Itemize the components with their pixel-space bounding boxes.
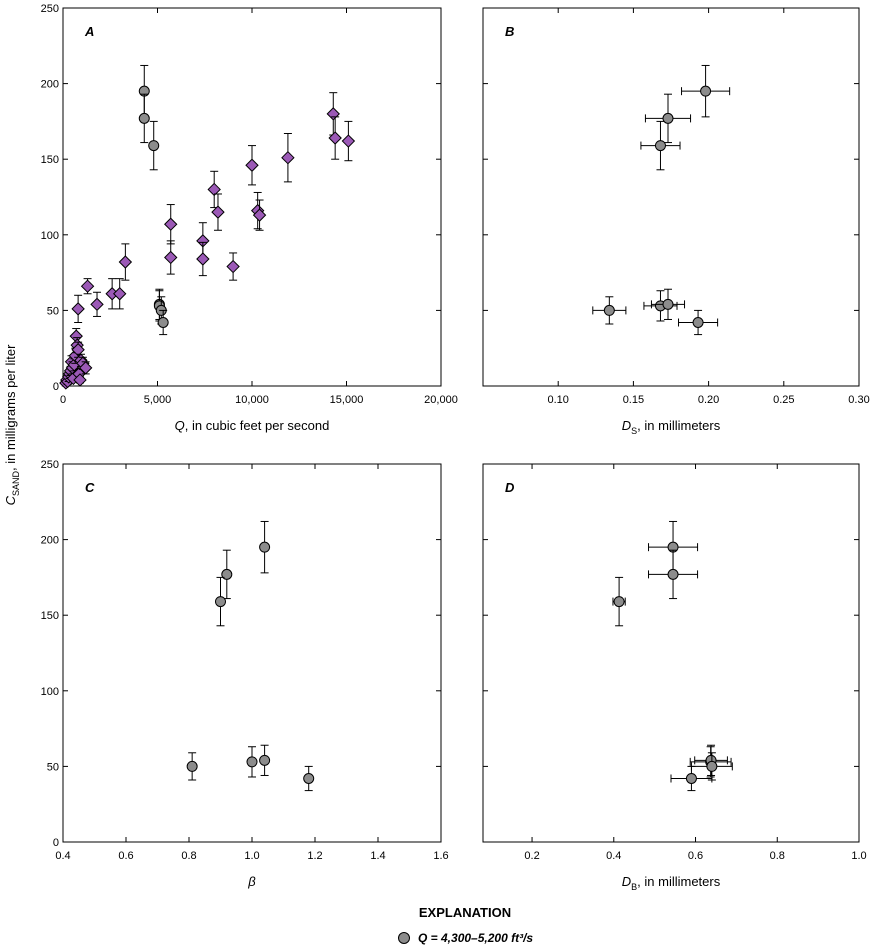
x-tick-label: 1.0 [851,850,866,862]
x-axis-label: DB, in millimeters [622,874,721,892]
plot-frame [482,7,860,387]
x-tick-label: 0.6 [688,850,703,862]
data-point-circle [613,596,625,608]
x-axis-label: β [247,874,256,889]
x-tick-label: 1.4 [370,850,385,862]
panel-D: 0.2 0.4 0.6 0.8 1.0 D DB, in millimeters [482,463,867,892]
data-point-circle [706,760,718,772]
x-tick-label: 5,000 [144,394,172,406]
x-tick-label: 10,000 [235,394,269,406]
data-point-circle [662,112,674,124]
data-point-circle [692,316,704,328]
x-tick-label: 1.6 [433,850,448,862]
x-tick-label: 0.20 [698,394,719,406]
x-tick-label: 0.8 [770,850,785,862]
x-tick-label: 1.2 [307,850,322,862]
data-point-diamond [252,208,267,222]
data-point-circle [603,304,615,316]
data-point-circle [685,772,697,784]
data-point-diamond [118,255,133,269]
data-point-circle [662,298,674,310]
panel-C: 0.4 0.6 0.8 1.0 1.2 1.4 1.6 0 50 100 150 200 250 Cβ [41,459,449,889]
data-point-circle [215,596,226,608]
data-point-diamond [196,252,210,266]
panel-A: 0 5,000 10,000 15,000 20,000 0 50 100 150 200 250 A… [41,3,458,433]
y-tick-label: 200 [41,79,59,91]
data-point-circle [157,316,169,328]
x-tick-label: 0.25 [773,394,794,406]
panel-B: 0.10 0.15 0.20 0.25 0.30 B DS, in millimeters [482,7,870,436]
data-point-diamond [328,131,342,145]
explanation-title: EXPLANATION [418,905,512,920]
x-axis-label: DS, in millimeters [622,418,721,436]
y-tick-label: 100 [41,230,59,242]
x-tick-label: 0.10 [547,394,568,406]
data-point-diamond [71,302,85,316]
x-tick-label: 15,000 [330,394,364,406]
y-tick-label: 200 [41,535,59,547]
data-point-circle [246,756,258,768]
y-tick-label: 0 [53,381,59,393]
data-point-circle [259,541,271,553]
legend-entry: Q = 4,300–5,200 ft³/s [398,931,533,945]
y-tick-label: 50 [47,761,59,773]
y-axis-label: CSAND, in milligrams per liter [3,344,21,505]
plot-frame [482,463,860,843]
data-point-diamond [90,297,104,312]
x-tick-label: 0.4 [606,850,621,862]
y-tick-label: 250 [41,459,59,471]
x-tick-label: 0.6 [118,850,133,862]
data-point-circle [138,112,150,124]
data-point-diamond [207,182,221,197]
data-point-circle [259,754,271,766]
x-tick-label: 0.8 [181,850,196,862]
data-point-diamond [326,107,340,121]
panel-label: A [84,24,94,39]
x-tick-label: 0.15 [623,394,644,406]
data-point-diamond [78,361,93,375]
y-tick-label: 150 [41,610,59,622]
data-point-diamond [80,279,95,293]
data-point-diamond [164,217,178,231]
plot-frame [62,463,442,843]
data-point-circle [667,568,679,580]
plot-frame [62,7,442,387]
data-point-diamond [226,259,240,274]
y-tick-label: 100 [41,686,59,698]
data-point-diamond [71,343,85,357]
x-axis-label: Q, in cubic feet per second [175,418,330,433]
data-point-circle [221,568,233,580]
y-tick-label: 50 [47,305,59,317]
y-tick-label: 250 [41,3,59,15]
y-tick-label: 0 [53,837,59,849]
data-point-diamond [211,205,225,219]
data-point-diamond [164,250,178,265]
data-point-circle [186,760,198,772]
legend-label: Q = 4,300–5,200 ft³/s [418,931,534,945]
data-point-circle [148,140,160,152]
data-point-diamond [245,158,259,172]
data-point-diamond [73,373,87,387]
x-tick-label: 1.0 [244,850,259,862]
data-point-diamond [112,287,127,301]
data-point-circle [303,772,315,784]
panel-label: B [505,24,514,39]
data-point-circle [700,85,712,97]
data-point-circle [654,140,666,152]
x-tick-label: 0 [60,394,66,406]
gray-circle-marker-icon [398,932,410,944]
panel-label: C [85,480,95,495]
x-tick-label: 0.30 [848,394,869,406]
x-tick-label: 0.4 [55,850,70,862]
panel-label: D [505,480,515,495]
x-tick-label: 20,000 [424,394,458,406]
data-point-diamond [341,134,356,148]
y-tick-label: 150 [41,154,59,166]
x-tick-label: 0.2 [524,850,539,862]
data-point-diamond [281,150,295,165]
